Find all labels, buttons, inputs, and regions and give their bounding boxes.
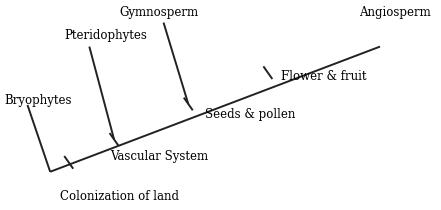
Text: Flower & fruit: Flower & fruit bbox=[281, 70, 366, 83]
Text: Colonization of land: Colonization of land bbox=[60, 190, 179, 203]
Text: Angiosperm: Angiosperm bbox=[359, 6, 431, 19]
Text: Seeds & pollen: Seeds & pollen bbox=[205, 108, 295, 121]
Text: Gymnosperm: Gymnosperm bbox=[120, 6, 199, 19]
Text: Vascular System: Vascular System bbox=[110, 150, 208, 163]
Text: Pteridophytes: Pteridophytes bbox=[64, 29, 147, 42]
Text: Bryophytes: Bryophytes bbox=[5, 94, 72, 107]
